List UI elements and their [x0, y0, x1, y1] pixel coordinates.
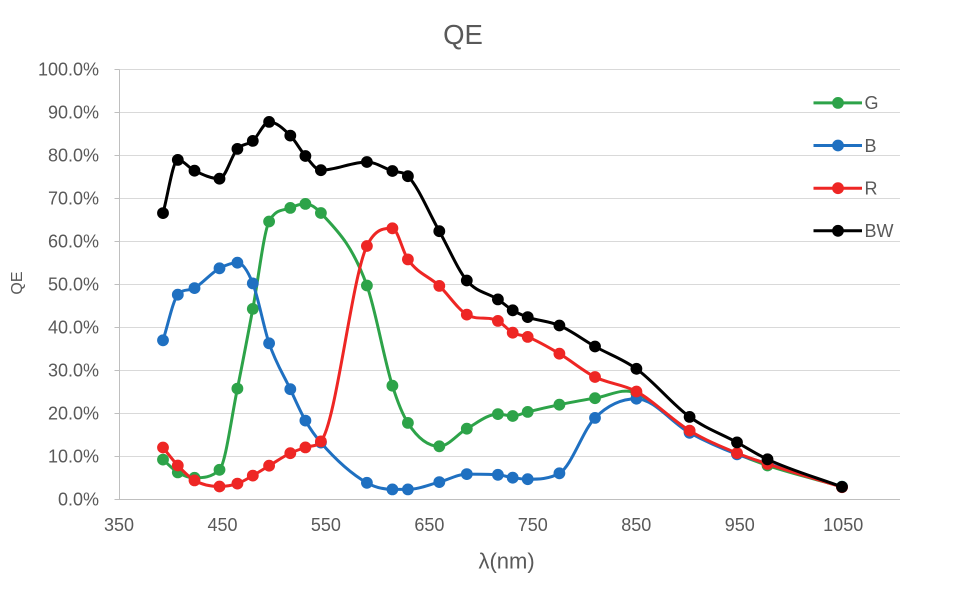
svg-text:QE: QE	[9, 271, 26, 294]
svg-text:R: R	[865, 179, 878, 199]
svg-text:QE: QE	[443, 19, 483, 50]
svg-text:100.0%: 100.0%	[38, 60, 99, 80]
svg-text:450: 450	[207, 515, 237, 535]
svg-text:G: G	[865, 93, 879, 113]
svg-text:30.0%: 30.0%	[48, 361, 99, 381]
svg-text:90.0%: 90.0%	[48, 103, 99, 123]
svg-text:1050: 1050	[823, 515, 863, 535]
svg-text:BW: BW	[865, 221, 894, 241]
svg-text:λ(nm): λ(nm)	[478, 549, 534, 574]
svg-text:60.0%: 60.0%	[48, 232, 99, 252]
svg-text:10.0%: 10.0%	[48, 447, 99, 467]
svg-text:950: 950	[725, 515, 755, 535]
svg-text:350: 350	[104, 515, 134, 535]
svg-text:550: 550	[311, 515, 341, 535]
svg-text:50.0%: 50.0%	[48, 275, 99, 295]
svg-text:0.0%: 0.0%	[58, 490, 99, 510]
svg-text:B: B	[865, 136, 877, 156]
svg-text:20.0%: 20.0%	[48, 404, 99, 424]
svg-text:750: 750	[518, 515, 548, 535]
svg-text:80.0%: 80.0%	[48, 146, 99, 166]
svg-text:40.0%: 40.0%	[48, 318, 99, 338]
svg-text:850: 850	[621, 515, 651, 535]
svg-text:70.0%: 70.0%	[48, 189, 99, 209]
svg-text:650: 650	[414, 515, 444, 535]
